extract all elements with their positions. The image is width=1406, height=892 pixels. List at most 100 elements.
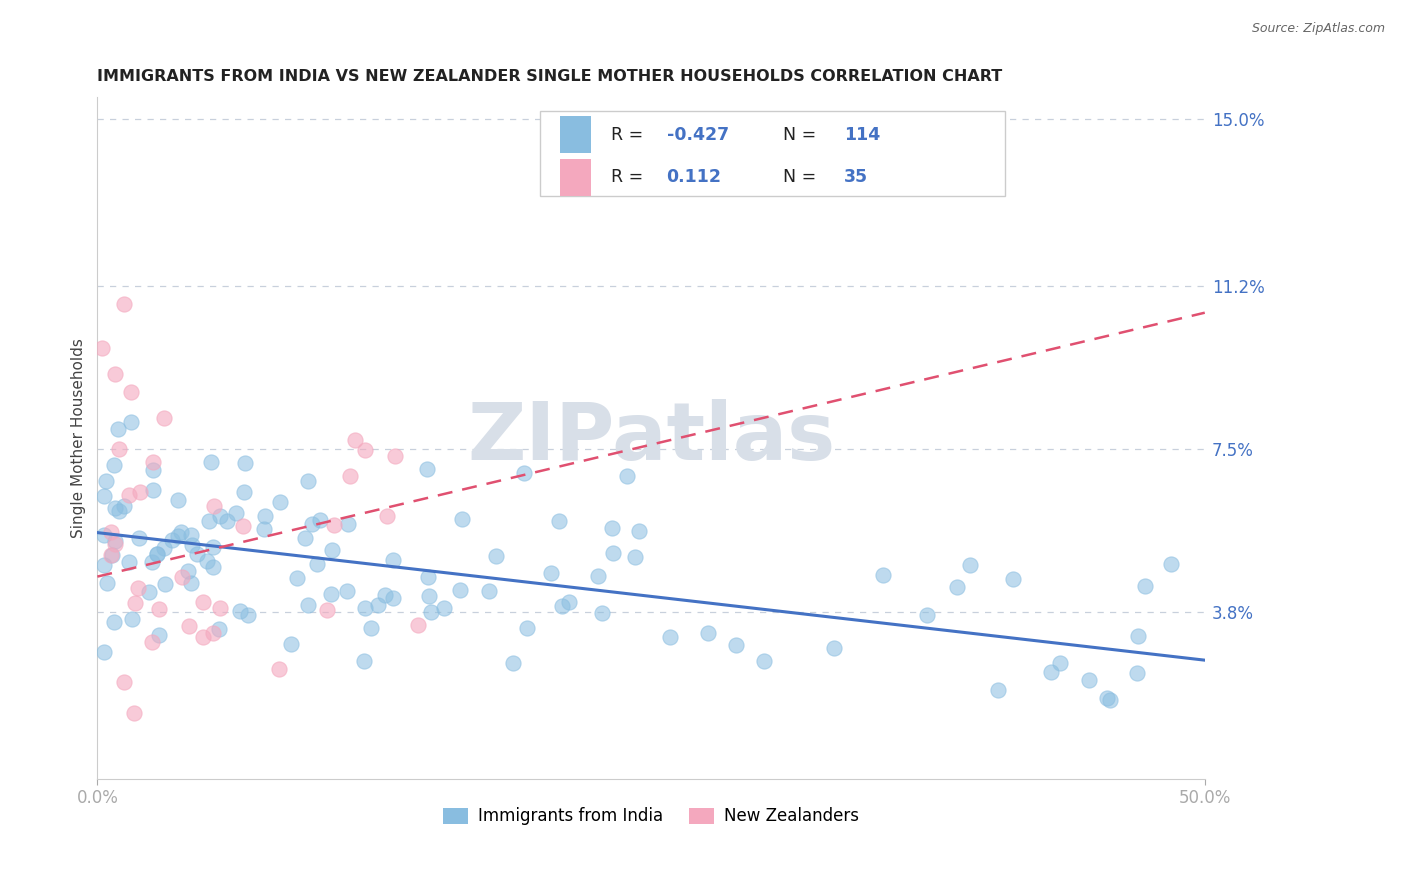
Point	[323, 518, 346, 533]
Point	[186, 547, 208, 561]
Point	[96, 475, 118, 489]
Point	[108, 442, 131, 456]
Point	[297, 599, 319, 613]
Point	[586, 569, 609, 583]
Point	[202, 500, 225, 514]
Point	[93, 528, 115, 542]
Point	[108, 504, 131, 518]
Text: IMMIGRANTS FROM INDIA VS NEW ZEALANDER SINGLE MOTHER HOUSEHOLDS CORRELATION CHAR: IMMIGRANTS FROM INDIA VS NEW ZEALANDER S…	[97, 69, 1002, 84]
Point	[142, 483, 165, 497]
Point	[118, 555, 141, 569]
Point	[128, 532, 150, 546]
Point	[1126, 666, 1149, 681]
Point	[336, 583, 359, 598]
Point	[253, 508, 276, 523]
Point	[121, 612, 143, 626]
Point	[449, 583, 471, 598]
Point	[201, 540, 224, 554]
Point	[104, 501, 127, 516]
Point	[946, 580, 969, 594]
Point	[91, 341, 114, 355]
Point	[420, 605, 443, 619]
Point	[146, 547, 169, 561]
Point	[233, 456, 256, 470]
Point	[180, 528, 202, 542]
Point	[118, 488, 141, 502]
Point	[166, 529, 188, 543]
Point	[375, 508, 398, 523]
Point	[321, 542, 343, 557]
Point	[172, 569, 194, 583]
Point	[193, 630, 215, 644]
Point	[451, 512, 474, 526]
Point	[148, 628, 170, 642]
FancyBboxPatch shape	[560, 116, 592, 153]
Point	[138, 585, 160, 599]
Point	[297, 474, 319, 488]
Point	[148, 601, 170, 615]
Text: 35: 35	[844, 169, 868, 186]
Point	[124, 596, 146, 610]
Point	[384, 449, 406, 463]
Point	[93, 489, 115, 503]
Point	[152, 411, 174, 425]
Point	[624, 549, 647, 564]
Point	[177, 619, 200, 633]
Point	[551, 599, 574, 613]
Point	[177, 564, 200, 578]
Point	[96, 575, 118, 590]
Point	[229, 604, 252, 618]
Point	[232, 518, 254, 533]
Point	[406, 618, 429, 632]
Point	[1095, 690, 1118, 705]
Point	[752, 654, 775, 668]
Point	[195, 554, 218, 568]
Point	[1160, 557, 1182, 571]
Point	[416, 570, 439, 584]
Point	[152, 541, 174, 555]
Point	[233, 484, 256, 499]
Point	[1001, 572, 1024, 586]
Text: ZIPatlas: ZIPatlas	[467, 399, 835, 477]
Point	[198, 515, 221, 529]
Point	[112, 500, 135, 514]
Point	[200, 455, 222, 469]
Point	[112, 675, 135, 690]
Point	[301, 516, 323, 531]
Point	[160, 533, 183, 547]
Point	[104, 533, 127, 548]
Point	[374, 589, 396, 603]
Legend: Immigrants from India, New Zealanders: Immigrants from India, New Zealanders	[437, 801, 865, 832]
Point	[127, 582, 149, 596]
Point	[540, 566, 562, 581]
Point	[104, 368, 127, 382]
Point	[107, 422, 129, 436]
Point	[294, 531, 316, 545]
Point	[309, 513, 332, 527]
Point	[316, 603, 339, 617]
Point	[823, 640, 845, 655]
Point	[103, 615, 125, 629]
Point	[1040, 665, 1063, 680]
Text: 114: 114	[844, 126, 880, 144]
Point	[697, 626, 720, 640]
Point	[1128, 629, 1150, 643]
Point	[628, 524, 651, 538]
Y-axis label: Single Mother Households: Single Mother Households	[72, 338, 86, 538]
Text: 0.112: 0.112	[666, 169, 721, 186]
Text: N =: N =	[783, 169, 821, 186]
Point	[112, 297, 135, 311]
Point	[93, 645, 115, 659]
Point	[659, 631, 682, 645]
Point	[987, 683, 1010, 698]
Point	[1078, 673, 1101, 688]
Point	[1135, 579, 1157, 593]
Point	[93, 558, 115, 573]
Text: N =: N =	[783, 126, 821, 144]
Point	[502, 656, 524, 670]
Point	[485, 549, 508, 563]
Point	[336, 516, 359, 531]
Point	[548, 514, 571, 528]
Point	[478, 583, 501, 598]
Point	[169, 525, 191, 540]
